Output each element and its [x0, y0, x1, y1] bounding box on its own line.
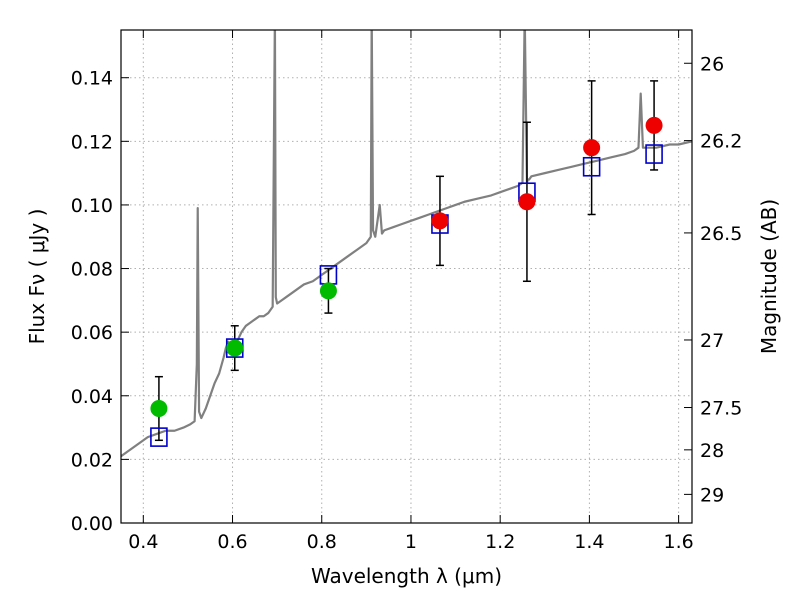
x-tick-label: 1.2	[485, 531, 515, 553]
right-axis-label: Magnitude (AB)	[757, 199, 781, 354]
grid	[121, 30, 692, 523]
plot-frame	[120, 29, 693, 524]
y-tick-label: 0.06	[71, 322, 113, 344]
y-tick-label: 0.02	[71, 449, 113, 471]
x-tick-label: 1.6	[664, 531, 694, 553]
y-tick-label: 0.00	[71, 513, 113, 535]
red-point	[583, 139, 601, 157]
x-axis-label: Wavelength λ (μm)	[311, 564, 502, 588]
y-tick-label: 0.04	[71, 386, 113, 408]
x-tick-label: 1	[405, 531, 417, 553]
x-tick-label: 0.8	[307, 531, 337, 553]
model-box-point	[645, 144, 663, 164]
right-tick-label: 27	[700, 330, 724, 352]
right-tick-label: 28	[700, 440, 724, 462]
red-point	[518, 193, 536, 211]
y-tick-label: 0.10	[71, 195, 113, 217]
model-box-point	[582, 156, 601, 177]
x-tick-label: 1.4	[574, 531, 604, 553]
y-tick-label: 0.08	[71, 259, 113, 281]
right-tick-label: 29	[700, 484, 724, 506]
green-point	[150, 399, 168, 417]
ticks: 0.4 0.6 0.8 1 1.2 1.4 1.6 0.00 0.02 0.04 0.06 0.08 0…	[71, 30, 742, 553]
plot-area	[121, 30, 692, 458]
right-tick-label: 26.2	[700, 131, 742, 153]
model-box-point	[150, 427, 168, 447]
x-tick-label: 0.4	[128, 531, 158, 553]
y-tick-label: 0.14	[71, 68, 113, 90]
y-axis-label: Flux Fν ( μJy )	[25, 209, 49, 345]
spectrum-line	[121, 30, 692, 458]
right-tick-label: 26	[700, 53, 724, 75]
red-point	[645, 116, 663, 134]
y-tick-label: 0.12	[71, 131, 113, 153]
right-tick-label: 26.5	[700, 223, 742, 245]
right-tick-label: 27.5	[700, 398, 742, 420]
x-tick-label: 0.6	[217, 531, 247, 553]
red-point	[431, 212, 449, 230]
green-point	[226, 339, 244, 357]
green-point	[319, 282, 337, 300]
